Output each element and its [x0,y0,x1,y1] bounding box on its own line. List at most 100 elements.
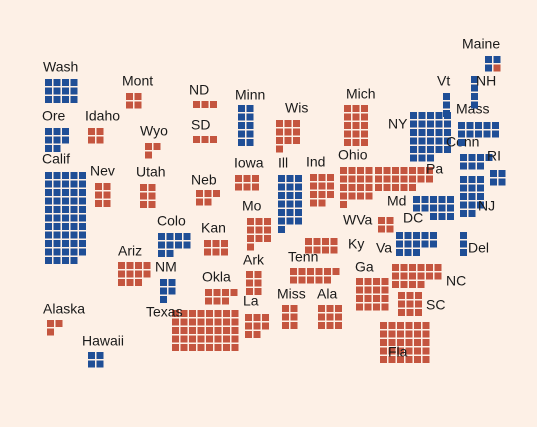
seat-square [400,281,408,288]
seat-square [206,344,213,351]
state-label: Kan [201,220,226,236]
seat-square [140,192,147,200]
seat-square [45,79,52,86]
seat-square [365,175,373,183]
seat-square [276,120,283,127]
seat-square [62,87,69,95]
seat-square [204,198,212,206]
seat-square [460,232,467,239]
seat-square [348,175,356,183]
seat-square [70,87,78,95]
seat-square [397,339,404,346]
seat-square [282,313,289,321]
seat-square [373,295,380,302]
seat-square [361,113,368,121]
seat-square [235,175,242,182]
seat-square [96,352,104,359]
state-label: Neb [191,172,217,188]
seat-square [388,339,396,346]
seat-square [415,309,422,316]
seat-square [405,347,413,355]
seat-square [415,292,422,299]
seat-square [183,233,191,240]
state-label: Nev [90,163,115,179]
seat-square [278,226,285,233]
state-label: Ark [243,252,265,268]
seat-square [422,339,430,346]
seat-square [70,214,78,222]
seat-square [418,112,426,119]
seat-square [286,192,294,199]
seat-square [243,175,251,182]
seat-square [381,295,389,302]
seat-square [222,289,229,296]
state-label: Minn [235,87,265,103]
seat-square [422,347,430,355]
seat-square [443,101,450,109]
seat-square [95,200,102,207]
seat-square [315,276,323,284]
seat-square [460,184,467,192]
seat-square [45,206,52,213]
seat-square [315,268,323,275]
seat-square [375,184,382,191]
seat-square [62,197,69,205]
state-label: DC [403,210,423,226]
seat-square [197,344,205,351]
seat-square [298,268,306,275]
seat-square [88,360,95,368]
seat-square [310,182,317,190]
seat-square [286,200,294,208]
seat-square [392,272,399,280]
seat-square [365,184,373,191]
seat-square [210,136,217,143]
state-label: Colo [157,213,186,229]
seat-square [380,330,387,338]
seat-square [327,174,334,181]
seat-square [238,105,245,112]
seat-square [490,178,497,186]
seat-square [430,204,437,212]
seat-square [143,262,151,269]
seat-square [430,213,437,220]
seat-square [45,197,52,205]
seat-square [357,167,364,174]
seat-square [397,322,404,329]
seat-square [247,226,254,234]
seat-square [406,292,414,299]
seat-square [79,180,86,188]
seat-square [458,139,465,146]
seat-square [95,183,102,190]
seat-square [327,191,334,198]
seat-square [62,257,69,264]
seat-square [276,128,283,136]
seat-square [392,175,399,183]
seat-square [247,218,254,225]
seat-square [223,344,230,351]
state-label: SD [191,117,210,133]
seat-square [400,167,408,174]
state-label: ND [189,82,209,98]
seat-square [135,279,142,286]
seat-square [140,184,147,191]
seat-square [293,128,300,136]
seat-square [175,233,182,240]
seat-square [62,128,69,135]
seat-square [45,214,52,222]
seat-square [231,335,239,343]
seat-square [47,328,54,336]
state-label: NC [446,273,466,289]
seat-square [468,176,476,183]
seat-square [166,250,174,257]
seat-square [286,175,294,182]
seat-square [255,218,263,225]
seat-square [290,276,297,284]
seat-square [361,122,368,129]
seat-square [435,129,443,136]
state-label: Ga [355,259,374,275]
seat-square [276,145,283,153]
seat-square [53,189,61,196]
seat-square [322,246,329,254]
seat-square [62,180,69,188]
seat-square [158,233,165,240]
